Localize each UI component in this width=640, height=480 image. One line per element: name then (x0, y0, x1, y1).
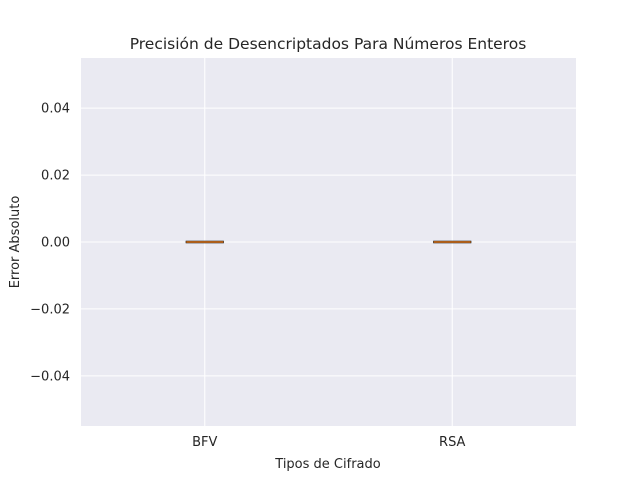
x-tick-label: RSA (439, 435, 466, 450)
y-tick-labels: −0.04 −0.02 0.00 0.02 0.04 (30, 102, 70, 385)
y-tick-label: 0.00 (41, 236, 70, 251)
y-tick-label: −0.04 (30, 369, 70, 384)
x-tick-label: BFV (192, 435, 217, 450)
y-tick-label: 0.04 (41, 102, 70, 117)
y-tick-label: 0.02 (41, 169, 70, 184)
x-axis-label: Tipos de Cifrado (274, 457, 380, 472)
y-tick-label: −0.02 (30, 302, 70, 317)
boxes (185, 240, 472, 244)
x-tick-labels: BFV RSA (192, 435, 465, 450)
y-axis-label: Error Absoluto (8, 196, 23, 289)
chart-title: Precisión de Desencriptados Para Números… (130, 35, 527, 53)
